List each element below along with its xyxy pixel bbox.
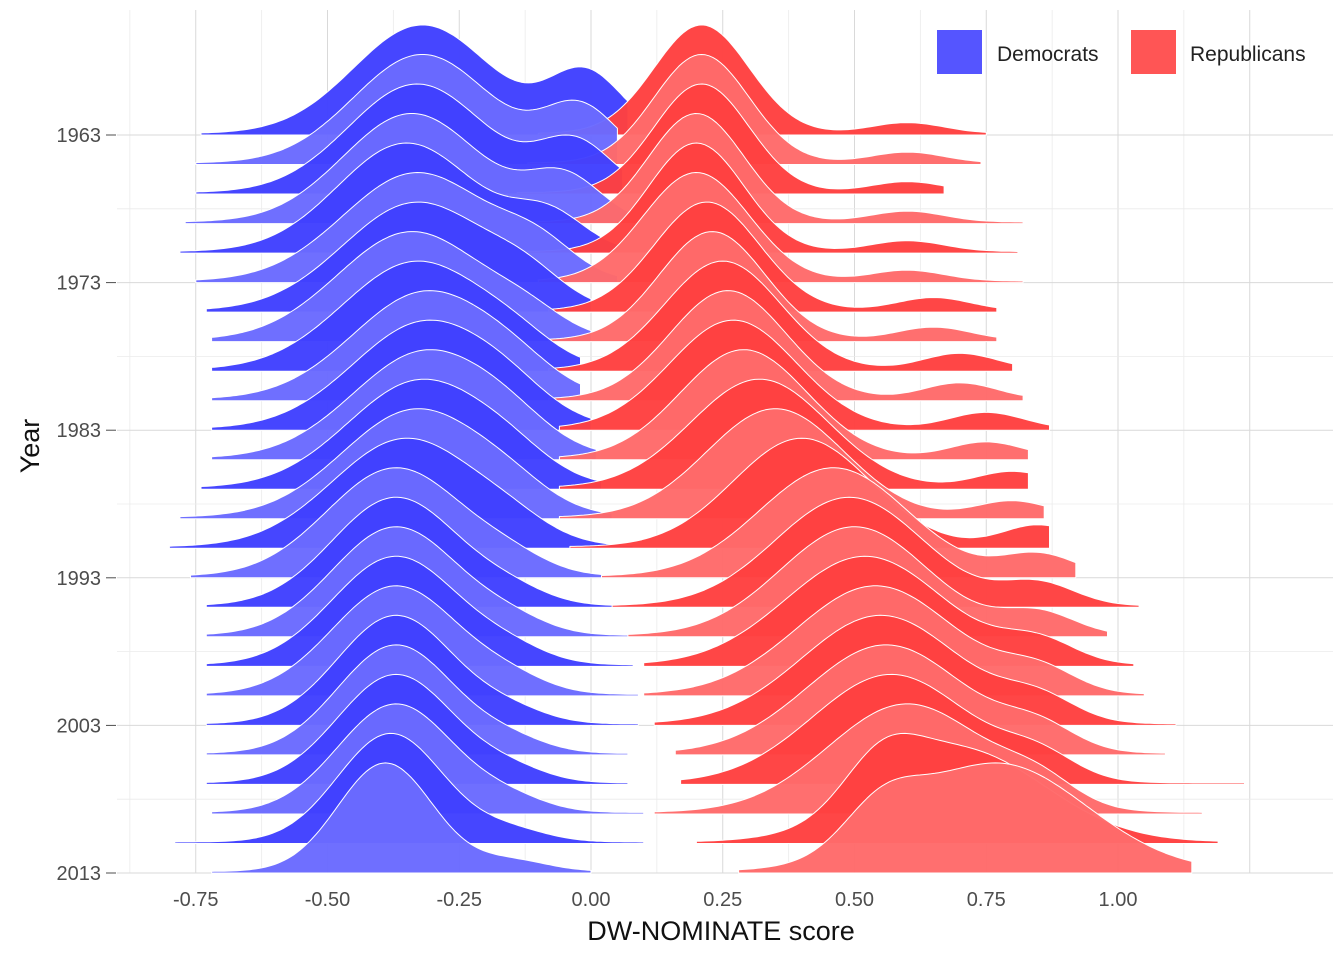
y-tick-label: 1963 xyxy=(57,125,102,147)
y-axis-label: Year xyxy=(15,419,45,474)
legend-label-republicans: Republicans xyxy=(1190,43,1306,66)
y-tick-label: 2013 xyxy=(57,863,102,885)
legend-swatch-republicans xyxy=(1131,30,1176,74)
x-tick-label: 0.25 xyxy=(703,889,742,911)
x-tick-label: 0.50 xyxy=(835,889,874,911)
x-tick-label: 0.00 xyxy=(572,889,611,911)
ridge-layer xyxy=(168,24,1245,874)
y-tick-label: 2003 xyxy=(57,715,102,737)
x-tick-label: -0.50 xyxy=(305,889,351,911)
axis-layer: -0.75 -0.50 -0.25 0.00 0.25 0.50 0.75 1.00 1963 1… xyxy=(57,125,1138,911)
y-tick-label: 1973 xyxy=(57,273,102,295)
ridge-democrats-2013 xyxy=(211,762,592,874)
x-tick-label: 1.00 xyxy=(1099,889,1138,911)
ridge-republicans-2013 xyxy=(738,762,1193,874)
legend-label-democrats: Democrats xyxy=(997,43,1099,66)
legend: Democrats Republicans xyxy=(937,30,1306,74)
y-tick-label: 1993 xyxy=(57,568,102,590)
x-tick-label: -0.75 xyxy=(173,889,219,911)
x-tick-label: -0.25 xyxy=(436,889,482,911)
ridge-republicans-1969 xyxy=(511,113,1024,225)
legend-swatch-democrats xyxy=(937,30,982,74)
y-tick-label: 1983 xyxy=(57,420,102,442)
x-axis-label: DW-NOMINATE score xyxy=(587,916,855,946)
x-tick-label: 0.75 xyxy=(967,889,1006,911)
